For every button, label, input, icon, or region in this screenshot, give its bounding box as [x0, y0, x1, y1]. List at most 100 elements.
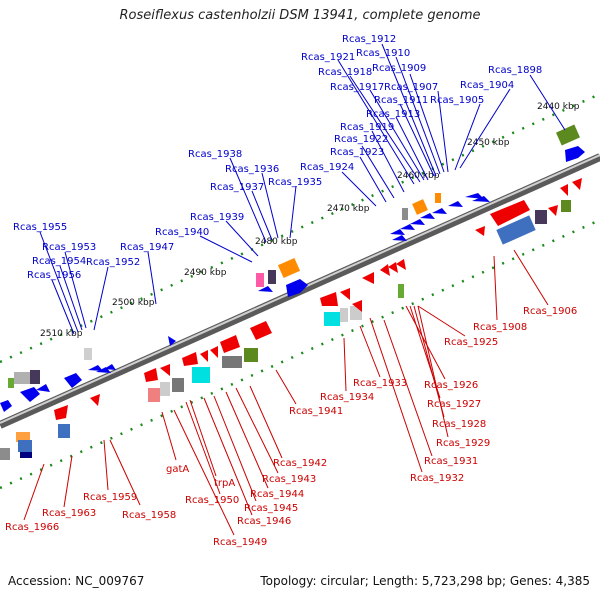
gene-label: Rcas_1963: [42, 508, 96, 519]
gene-block: [20, 452, 32, 458]
gene-label: Rcas_1906: [523, 306, 577, 317]
reverse-gene: [560, 184, 568, 196]
reverse-gene: [352, 300, 362, 312]
gene-label: Rcas_1918: [318, 67, 372, 78]
reverse-gene-labels: Rcas_1906 Rcas_1908 Rcas_1925 Rcas_1926 …: [5, 306, 577, 548]
reverse-gene: [160, 364, 170, 376]
kbp-tick-label: 2470 kbp: [327, 204, 370, 214]
gene-label: Rcas_1949: [213, 537, 267, 548]
reverse-gene: [90, 394, 100, 406]
forward-gene: [168, 336, 176, 346]
gene-label: Rcas_1928: [432, 419, 486, 430]
gene-label: Rcas_1942: [273, 458, 327, 469]
gene-label: trpA: [214, 478, 235, 489]
gene-label: Rcas_1966: [5, 522, 59, 533]
gene-label: Rcas_1929: [436, 438, 490, 449]
gene-label: Rcas_1953: [42, 242, 96, 253]
gene-label: Rcas_1947: [120, 242, 174, 253]
reverse-gene: [340, 288, 350, 300]
kbp-tick-label: 2450 kbp: [467, 138, 510, 148]
gene-label: Rcas_1943: [262, 474, 316, 485]
forward-gene: [64, 373, 82, 388]
gene-label: Rcas_1924: [300, 162, 354, 173]
forward-gene: [104, 364, 116, 370]
gene-block: [535, 210, 547, 224]
forward-gene: [392, 235, 407, 241]
gene-label: Rcas_1959: [83, 492, 137, 503]
gene-label: Rcas_1923: [330, 147, 384, 158]
reverse-gene: [548, 205, 558, 216]
gene-label: Rcas_1935: [268, 177, 322, 188]
gene-block: [172, 378, 184, 392]
forward-genes: [0, 124, 585, 412]
forward-gene: [432, 208, 447, 214]
gene-label: Rcas_1939: [190, 212, 244, 223]
gene-label: Rcas_1917: [330, 82, 384, 93]
gene-label: Rcas_1926: [424, 380, 478, 391]
gene-block: [556, 124, 580, 146]
gene-label: Rcas_1921: [301, 52, 355, 63]
forward-gene: [420, 213, 435, 219]
gene-label: Rcas_1946: [237, 516, 291, 527]
reverse-gene: [490, 200, 530, 226]
forward-gene: [20, 387, 40, 402]
gene-block: [14, 372, 30, 384]
kbp-tick-label: 2510 kbp: [40, 329, 83, 339]
map-title: Roseiflexus castenholzii DSM 13941, comp…: [119, 8, 481, 23]
gene-block: [402, 208, 408, 220]
forward-gene: [390, 229, 405, 235]
gene-block: [277, 257, 301, 279]
gene-label: Rcas_1925: [444, 337, 498, 348]
forward-gene-labels: Rcas_1898 Rcas_1904 Rcas_1905 Rcas_1907 …: [13, 34, 542, 281]
reverse-gene: [572, 178, 582, 190]
reverse-gene: [320, 292, 338, 306]
gene-label: Rcas_1931: [424, 456, 478, 467]
reverse-gene: [396, 259, 406, 270]
gene-block: [435, 193, 441, 203]
gene-label: Rcas_1919: [340, 122, 394, 133]
forward-gene: [88, 365, 103, 371]
reverse-gene: [475, 226, 485, 236]
gene-label: Rcas_1898: [488, 65, 542, 76]
gene-block: [148, 388, 160, 402]
kbp-tick-label: 2500 kbp: [112, 298, 155, 308]
reverse-gene: [388, 262, 398, 273]
gene-label: Rcas_1954: [32, 256, 86, 267]
reverse-gene: [210, 346, 218, 358]
reverse-gene: [54, 405, 68, 420]
gene-label: Rcas_1904: [460, 80, 514, 91]
gene-block: [192, 367, 210, 383]
gene-label: Rcas_1910: [356, 48, 410, 59]
kbp-tick-label: 2480 kbp: [255, 237, 298, 247]
gene-label: Rcas_1944: [250, 489, 304, 500]
forward-gene: [258, 286, 273, 292]
reverse-genes: [0, 178, 582, 460]
gene-block: [412, 199, 428, 215]
gene-block: [0, 448, 10, 460]
gene-label: Rcas_1941: [289, 406, 343, 417]
reverse-gene: [362, 272, 374, 284]
reverse-gene: [200, 350, 208, 362]
gene-label: Rcas_1945: [244, 503, 298, 514]
gene-block: [268, 270, 276, 284]
gene-block: [496, 215, 536, 245]
gene-label: Rcas_1955: [13, 222, 67, 233]
gene-block: [340, 308, 348, 322]
gene-label: Rcas_1911: [374, 95, 428, 106]
gene-label: Rcas_1952: [86, 257, 140, 268]
gene-label: Rcas_1958: [122, 510, 176, 521]
gene-block: [561, 200, 571, 212]
gene-label: Rcas_1909: [372, 63, 426, 74]
gene-block: [58, 424, 70, 438]
kbp-axis: 2440 kbp 2450 kbp 2460 kbp 2470 kbp 2480…: [40, 102, 580, 339]
forward-gene: [36, 384, 50, 392]
reverse-gene: [250, 321, 272, 340]
gene-label: Rcas_1927: [427, 399, 481, 410]
kbp-tick-label: 2460 kbp: [397, 171, 440, 181]
forward-leader-lines: [39, 43, 566, 335]
forward-gene: [400, 224, 415, 230]
gene-block: [160, 382, 170, 396]
gene-label: Rcas_1922: [334, 134, 388, 145]
gene-block: [18, 440, 32, 452]
reverse-gene: [220, 335, 240, 353]
